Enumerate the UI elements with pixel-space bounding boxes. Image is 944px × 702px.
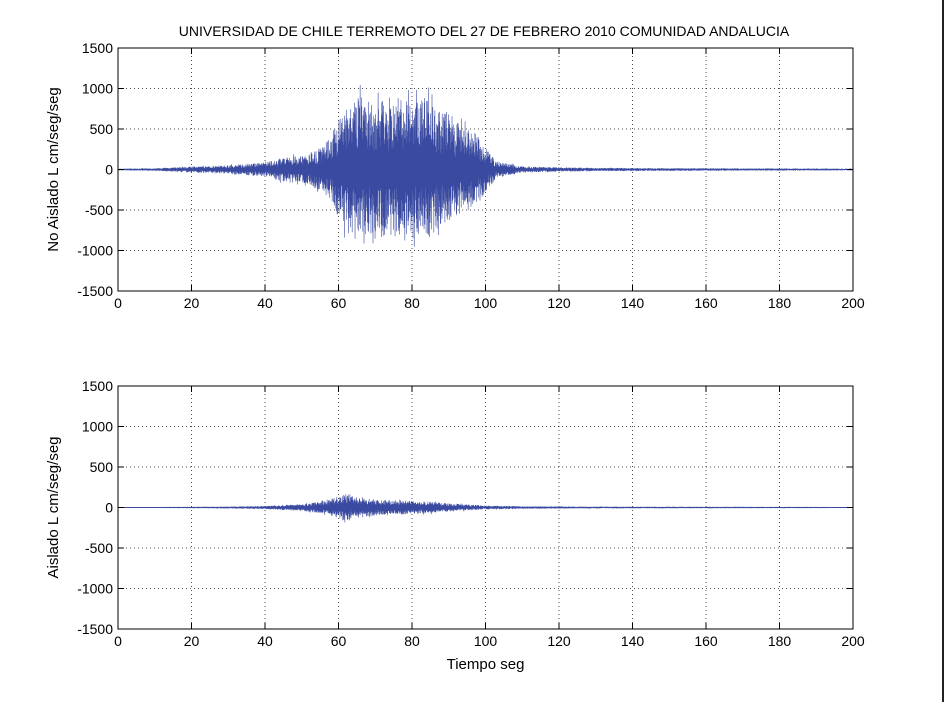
- x-tick-label: 140: [621, 295, 645, 311]
- x-tick-label: 100: [474, 633, 498, 649]
- x-tick-label: 40: [257, 633, 273, 649]
- x-tick-label: 160: [694, 633, 718, 649]
- chart-title: UNIVERSIDAD DE CHILE TERREMOTO DEL 27 DE…: [179, 23, 790, 39]
- y-tick-label: -1500: [77, 283, 113, 299]
- x-tick-label: 60: [331, 295, 347, 311]
- signal-trace: [117, 494, 854, 523]
- acceleration-series: [117, 84, 854, 247]
- y-tick-label: 1500: [82, 378, 113, 394]
- y-tick-label: 1500: [82, 40, 113, 56]
- x-tick-label: 120: [547, 295, 571, 311]
- x-tick-label: 200: [841, 295, 865, 311]
- ticks: 0 20 40 60 80 100 120 140 160 180 200 -1500 -1000 -50…: [77, 40, 865, 311]
- x-tick-label: 160: [694, 295, 718, 311]
- x-axis-label: Tiempo seg: [447, 656, 525, 673]
- x-tick-label: 40: [257, 295, 273, 311]
- y-tick-label: -1500: [77, 621, 113, 637]
- y-tick-label: 500: [90, 459, 114, 475]
- x-tick-label: 140: [621, 633, 645, 649]
- panel-aislado: 0 20 40 60 80 100 120 140 160 180 200 -1500 -1000 -50…: [45, 378, 865, 673]
- y-tick-label: 0: [105, 500, 113, 516]
- x-tick-label: 120: [547, 633, 571, 649]
- x-tick-label: 80: [404, 633, 420, 649]
- x-tick-label: 100: [474, 295, 498, 311]
- x-tick-label: 80: [404, 295, 420, 311]
- y-tick-label: 1000: [82, 419, 113, 435]
- y-tick-label: -500: [85, 540, 113, 556]
- x-tick-label: 0: [114, 633, 122, 649]
- signal-trace: [117, 84, 854, 247]
- ticks: 0 20 40 60 80 100 120 140 160 180 200 -1500 -1000 -50…: [77, 378, 865, 649]
- panel-no-aislado: 0 20 40 60 80 100 120 140 160 180 200 -1500 -1000 -50…: [45, 40, 865, 311]
- x-tick-label: 0: [114, 295, 122, 311]
- x-tick-label: 180: [768, 295, 792, 311]
- y-tick-label: -1000: [77, 581, 113, 597]
- x-tick-label: 200: [841, 633, 865, 649]
- x-tick-label: 20: [184, 633, 200, 649]
- y-tick-label: 500: [90, 121, 114, 137]
- x-tick-label: 180: [768, 633, 792, 649]
- x-tick-label: 20: [184, 295, 200, 311]
- acceleration-series: [117, 494, 854, 523]
- y-axis-label: Aislado L cm/seg/seg: [45, 436, 62, 578]
- y-tick-label: 0: [105, 162, 113, 178]
- window-edge: [942, 0, 944, 702]
- x-tick-label: 60: [331, 633, 347, 649]
- y-tick-label: -500: [85, 202, 113, 218]
- y-axis-label: No Aislado L cm/seg/seg: [45, 87, 62, 252]
- y-tick-label: -1000: [77, 243, 113, 259]
- y-tick-label: 1000: [82, 81, 113, 97]
